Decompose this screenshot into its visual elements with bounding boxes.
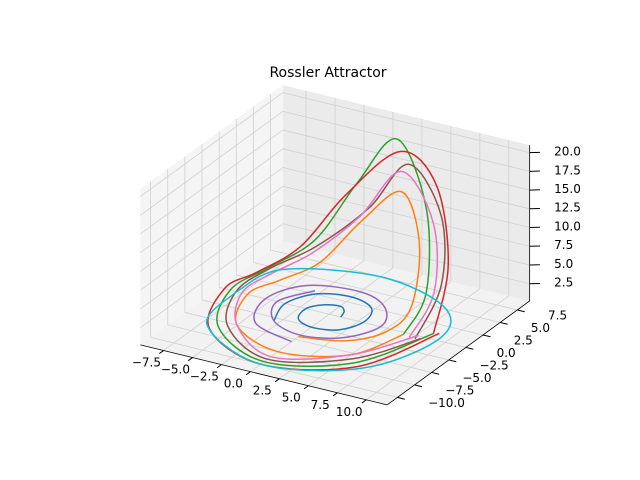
tick-mark: [517, 309, 525, 313]
grid-line: [140, 167, 284, 272]
tick-mark: [397, 396, 405, 400]
trajectory-line: [234, 170, 439, 360]
x-tick-label: −7.5: [132, 356, 161, 370]
x-tick-label: 5.0: [282, 391, 301, 405]
grid-line: [140, 204, 284, 310]
grid-line: [282, 92, 530, 153]
y-tick-label: 7.5: [548, 308, 567, 322]
y-tick-label: −10.0: [428, 396, 465, 410]
chart-title: Rossler Attractor: [269, 65, 386, 81]
grid-line: [366, 295, 510, 401]
z-tick-label: 5.0: [554, 257, 573, 271]
y-tick-label: −7.5: [445, 383, 474, 397]
trajectory-line: [273, 292, 373, 331]
y-tick-label: 5.0: [531, 321, 550, 335]
tick-mark: [500, 321, 508, 325]
x-tick-label: −2.5: [190, 370, 219, 384]
grid-line: [282, 204, 530, 266]
tick-mark: [158, 350, 164, 355]
y-axis: [386, 300, 530, 406]
trajectory-line: [225, 163, 446, 364]
grid-line: [279, 274, 423, 380]
grid-line: [282, 223, 530, 285]
y-tick-label: −2.5: [479, 358, 508, 372]
tick-mark: [187, 357, 193, 362]
y-tick-label: 2.5: [514, 333, 533, 347]
grid-line: [282, 110, 530, 172]
x-tick-label: 7.5: [311, 398, 330, 412]
z-tick-label: 10.0: [554, 219, 581, 233]
grid-line: [282, 167, 530, 228]
z-tick-label: 2.5: [554, 276, 573, 290]
tick-mark: [361, 399, 367, 404]
pane-left: [140, 85, 283, 345]
grid-line: [140, 92, 284, 197]
z-tick-label: 15.0: [554, 182, 581, 196]
z-tick-label: 20.0: [554, 145, 581, 159]
x-tick-label: 2.5: [253, 384, 272, 398]
grid-line: [282, 185, 530, 247]
x-tick-label: 0.0: [224, 377, 243, 391]
pane-floor: [140, 240, 530, 405]
tick-mark: [332, 392, 338, 397]
trajectory-line: [216, 138, 434, 367]
grid-line: [236, 274, 484, 336]
z-tick-label: 17.5: [554, 163, 581, 177]
grid-line: [163, 246, 307, 351]
tick-mark: [431, 371, 440, 375]
tick-mark: [303, 385, 309, 390]
grid-line: [282, 148, 530, 210]
x-tick-label: 10.0: [336, 405, 363, 419]
x-tick-label: −5.0: [161, 363, 190, 377]
tick-mark: [482, 334, 491, 338]
grid-line: [253, 262, 501, 323]
grid-line: [140, 111, 284, 216]
trajectory-line: [206, 267, 452, 372]
tick-mark: [465, 346, 474, 350]
grid-line: [140, 129, 284, 235]
tick-mark: [245, 371, 251, 376]
grid-line: [140, 148, 284, 254]
tick-mark: [216, 364, 222, 369]
grid-line: [140, 185, 284, 291]
grid-line: [140, 223, 284, 328]
y-tick-label: −5.0: [462, 371, 491, 385]
trajectory-line: [253, 284, 388, 343]
tick-mark: [274, 378, 280, 383]
pane-back: [282, 85, 530, 301]
grid-line: [337, 288, 481, 394]
z-tick-label: 12.5: [554, 201, 581, 215]
tick-mark: [448, 359, 457, 363]
tick-mark: [414, 384, 423, 388]
z-tick-label: 7.5: [554, 238, 573, 252]
trajectory-line: [234, 190, 421, 358]
y-tick-label: 0.0: [497, 346, 516, 360]
grid-line: [250, 267, 394, 372]
x-axis: [140, 344, 388, 406]
grid-line: [282, 129, 530, 191]
grid-line: [192, 253, 336, 358]
